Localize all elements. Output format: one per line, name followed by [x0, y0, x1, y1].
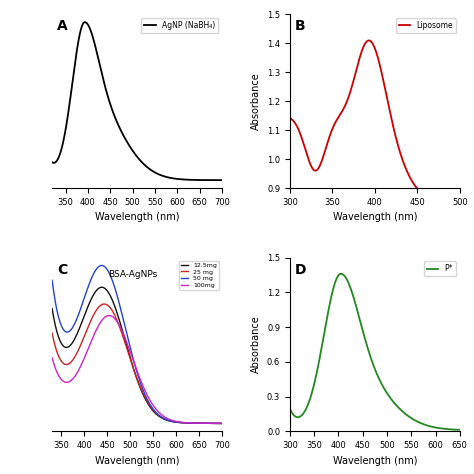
25 mg [101, 301, 107, 307]
12.5mg [158, 414, 164, 420]
25 mg [153, 410, 158, 415]
100mg [219, 420, 225, 426]
Text: BSA-AgNPs: BSA-AgNPs [108, 270, 157, 279]
12.5mg [196, 420, 201, 426]
25 mg [196, 420, 201, 426]
50 mg [148, 403, 154, 409]
Legend: P*: P* [424, 261, 456, 276]
100mg [158, 411, 164, 417]
25 mg [178, 419, 184, 425]
100mg [148, 399, 154, 405]
Legend: Liposome: Liposome [396, 18, 456, 33]
Line: 50 mg: 50 mg [52, 265, 222, 423]
12.5mg [153, 410, 158, 416]
Line: 100mg: 100mg [52, 316, 222, 423]
100mg [153, 406, 158, 411]
12.5mg [178, 420, 184, 426]
50 mg [49, 277, 55, 283]
Text: C: C [57, 263, 67, 277]
12.5mg [49, 306, 55, 311]
100mg [60, 378, 65, 383]
X-axis label: Wavelength (nm): Wavelength (nm) [95, 456, 179, 465]
25 mg [219, 420, 225, 426]
12.5mg [148, 405, 154, 411]
Y-axis label: Absorbance: Absorbance [251, 316, 261, 374]
Text: D: D [295, 263, 307, 277]
Line: 12.5mg: 12.5mg [52, 287, 222, 423]
25 mg [49, 330, 55, 336]
50 mg [178, 420, 184, 426]
50 mg [158, 413, 164, 419]
Text: A: A [57, 19, 68, 34]
50 mg [219, 420, 225, 426]
Legend: 12.5mg, 25 mg, 50 mg, 100mg: 12.5mg, 25 mg, 50 mg, 100mg [179, 261, 219, 290]
25 mg [60, 360, 65, 365]
50 mg [99, 263, 104, 268]
X-axis label: Wavelength (nm): Wavelength (nm) [95, 212, 179, 222]
100mg [196, 420, 201, 426]
50 mg [153, 409, 158, 415]
12.5mg [99, 284, 104, 290]
Line: 25 mg: 25 mg [52, 304, 222, 423]
X-axis label: Wavelength (nm): Wavelength (nm) [333, 456, 417, 465]
50 mg [60, 325, 65, 331]
12.5mg [219, 420, 225, 426]
Legend: AgNP (NaBH₄): AgNP (NaBH₄) [141, 18, 218, 33]
12.5mg [60, 342, 65, 348]
100mg [49, 355, 55, 361]
50 mg [196, 420, 201, 426]
25 mg [148, 404, 154, 410]
100mg [178, 419, 184, 425]
100mg [106, 313, 112, 319]
25 mg [158, 414, 164, 419]
X-axis label: Wavelength (nm): Wavelength (nm) [333, 212, 417, 222]
Text: B: B [295, 19, 306, 34]
Y-axis label: Absorbance: Absorbance [251, 72, 261, 130]
